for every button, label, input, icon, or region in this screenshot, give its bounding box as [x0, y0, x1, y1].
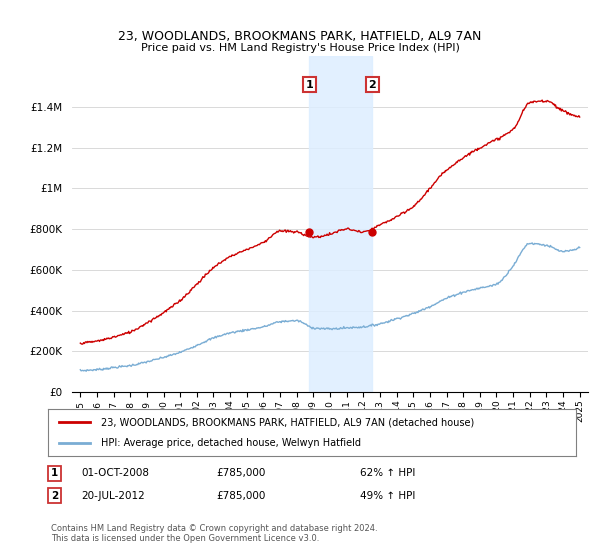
Text: £785,000: £785,000 [216, 491, 265, 501]
Text: 23, WOODLANDS, BROOKMANS PARK, HATFIELD, AL9 7AN: 23, WOODLANDS, BROOKMANS PARK, HATFIELD,… [118, 30, 482, 43]
Text: 2: 2 [368, 80, 376, 90]
Text: HPI: Average price, detached house, Welwyn Hatfield: HPI: Average price, detached house, Welw… [101, 438, 361, 448]
Text: Contains HM Land Registry data © Crown copyright and database right 2024.
This d: Contains HM Land Registry data © Crown c… [51, 524, 377, 543]
Text: 1: 1 [305, 80, 313, 90]
Text: 23, WOODLANDS, BROOKMANS PARK, HATFIELD, AL9 7AN (detached house): 23, WOODLANDS, BROOKMANS PARK, HATFIELD,… [101, 417, 474, 427]
Text: 62% ↑ HPI: 62% ↑ HPI [360, 468, 415, 478]
Text: £785,000: £785,000 [216, 468, 265, 478]
Text: 20-JUL-2012: 20-JUL-2012 [81, 491, 145, 501]
Bar [309, 56, 373, 392]
Text: 01-OCT-2008: 01-OCT-2008 [81, 468, 149, 478]
Text: Price paid vs. HM Land Registry's House Price Index (HPI): Price paid vs. HM Land Registry's House … [140, 43, 460, 53]
Text: 49% ↑ HPI: 49% ↑ HPI [360, 491, 415, 501]
Text: 2: 2 [51, 491, 58, 501]
Text: 1: 1 [51, 468, 58, 478]
